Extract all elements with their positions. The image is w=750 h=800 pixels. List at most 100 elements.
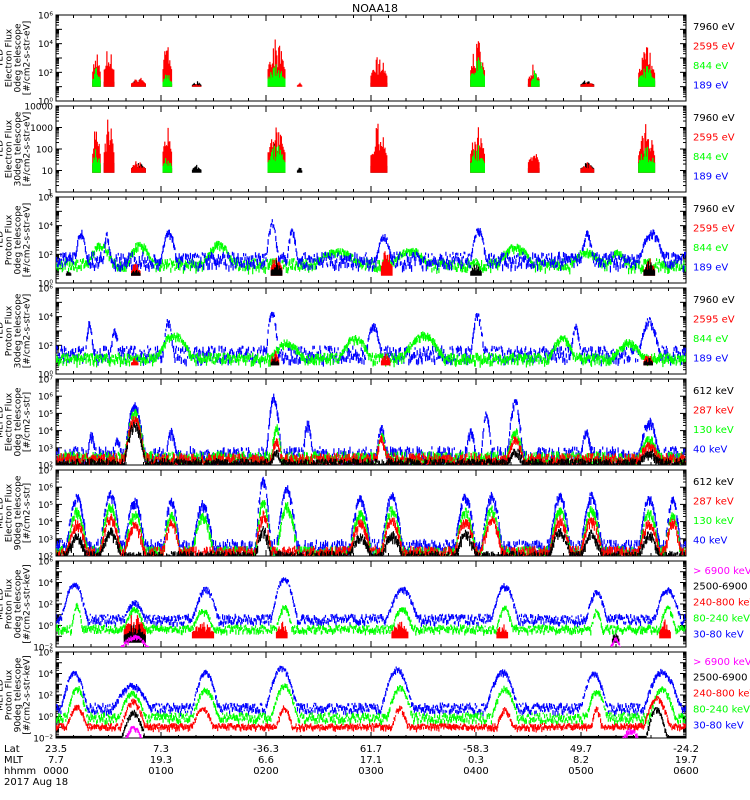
- series--6900-kev: [56, 634, 686, 647]
- y-tick-label: 10⁶: [38, 649, 53, 659]
- y-tick-label: 10²: [38, 553, 53, 563]
- y-tick-label: 1: [47, 189, 53, 199]
- series-trace: [56, 577, 686, 628]
- legend-entry: 2595 eV: [693, 314, 735, 325]
- footer-hhmm-value: 0000: [43, 766, 68, 777]
- series-30-80-kev: [56, 665, 686, 717]
- footer-lat-value: -24.2: [673, 744, 699, 755]
- series-7960-ev: [65, 260, 656, 276]
- y-tick-label: 10²: [38, 342, 53, 352]
- footer-hhmm-value: 0100: [148, 766, 173, 777]
- legend-entry: 40 keV: [693, 444, 727, 455]
- y-axis-label-line: Proton Flux: [5, 669, 15, 720]
- legend-entry: > 6900 keV: [693, 657, 750, 668]
- legend-entry: > 6900 keV: [693, 566, 750, 577]
- y-tick-label: 10⁰: [38, 98, 53, 108]
- series-844-ev: [56, 240, 686, 275]
- y-axis-label-line: [#/cm2-s-str-eV]: [23, 294, 33, 369]
- series-trace: [92, 145, 656, 173]
- legend-entry: 612 keV: [693, 386, 734, 397]
- series-trace: [56, 421, 686, 465]
- legend-entry: 844 eV: [693, 152, 728, 163]
- legend-entry: 189 eV: [693, 80, 728, 91]
- series-trace: [92, 57, 656, 87]
- footer-mlt-value: 0.3: [468, 755, 484, 766]
- y-axis-label-line: 0deg telescope: [14, 205, 24, 275]
- legend-entry: 7960 eV: [693, 22, 735, 33]
- series-7960-ev: [270, 357, 653, 366]
- footer-hhmm-value: 0600: [673, 766, 698, 777]
- series-612-kev: [56, 526, 686, 556]
- footer-lat-value: 7.3: [153, 744, 169, 755]
- legend-entry: 612 keV: [693, 477, 734, 488]
- data-layer: [92, 39, 656, 87]
- footer-mlt-value: 19.3: [150, 755, 172, 766]
- y-axis-label-line: MEPED: [0, 497, 6, 529]
- y-axis-label-line: TED: [0, 49, 6, 68]
- series-trace: [92, 39, 656, 87]
- footer-date: 2017 Aug 18: [4, 777, 68, 788]
- legend-entry: 2595 eV: [693, 132, 735, 143]
- footer-mlt-value: 7.7: [48, 755, 64, 766]
- y-tick-label: 10⁶: [38, 285, 53, 295]
- y-axis-label-line: TED: [0, 231, 6, 250]
- y-axis-label-line: 0deg telescope: [14, 569, 24, 639]
- footer-lat-value: -58.3: [463, 744, 489, 755]
- footer-mlt-value: 17.1: [360, 755, 382, 766]
- y-axis-label-line: Proton Flux: [5, 305, 15, 356]
- legend-entry: 240-800 keV: [693, 598, 750, 609]
- y-axis-label-line: [#/cm2-s-str-keV]: [23, 655, 33, 734]
- series-844-ev: [92, 57, 656, 87]
- data-layer: [56, 219, 686, 276]
- legend-entry: 844 eV: [693, 61, 728, 72]
- y-axis-label-line: MEPED: [0, 406, 6, 438]
- y-tick-label: 10²: [38, 462, 53, 472]
- series-trace: [56, 510, 686, 556]
- y-tick-label: 10⁴: [38, 670, 53, 680]
- legend-entry: 7960 eV: [693, 113, 735, 124]
- y-axis-label-line: 90deg telescope: [14, 475, 24, 550]
- y-tick-label: 10⁻²: [33, 644, 53, 654]
- y-axis-label-line: 0deg telescope: [14, 387, 24, 457]
- y-axis-label: TEDElectron Flux30deg telescope[#/cm2-s-…: [0, 111, 33, 186]
- y-axis-label-line: Electron Flux: [5, 483, 15, 542]
- footer-row-label: hhmm: [4, 766, 36, 777]
- panel-8: 10⁻² 10⁰ 10² 10⁴ 10⁶ MEPEDProton Flux90deg te…: [0, 649, 750, 745]
- y-tick-label: 10⁴: [38, 313, 53, 323]
- legend-entry: 7960 eV: [693, 295, 735, 306]
- y-axis-label: MEPEDElectron Flux90deg telescope[#/cm2-…: [0, 475, 33, 550]
- y-tick-label: 10²: [38, 692, 53, 702]
- legend-entry: 240-800 keV: [693, 689, 750, 700]
- y-tick-label: 10⁰: [38, 371, 53, 381]
- series-trace: [92, 119, 656, 173]
- y-tick-label: 10⁶: [38, 194, 53, 204]
- y-tick-label: 10²: [38, 69, 53, 79]
- y-tick-label: 10⁰: [38, 713, 53, 723]
- y-axis-label-line: 30deg telescope: [14, 293, 24, 368]
- plot-frame: [55, 14, 687, 102]
- footer-mlt-value: 6.6: [258, 755, 274, 766]
- figure-title: NOAA18: [352, 2, 398, 15]
- data-layer: [56, 476, 686, 556]
- legend-entry: 287 keV: [693, 405, 734, 416]
- y-tick-label: 10: [42, 167, 54, 177]
- footer-lat-value: 49.7: [570, 744, 592, 755]
- y-tick-label: 10⁶: [38, 484, 53, 494]
- y-axis-label: TEDProton Flux0deg telescope[#/cm2-s-str…: [0, 203, 33, 278]
- panel-5: 10² 10³ 10⁴ 10⁵ 10⁶ 10⁷ MEPEDElectron Flux0deg…: [0, 376, 734, 472]
- footer-hhmm-value: 0500: [568, 766, 593, 777]
- footer-row-label: MLT: [4, 755, 24, 766]
- y-tick-label: 100: [36, 146, 53, 156]
- y-tick-label: 10⁴: [38, 222, 53, 232]
- footer-mlt-value: 8.2: [573, 755, 589, 766]
- panel-6: 10² 10³ 10⁴ 10⁵ 10⁶ 10⁷ MEPEDElectron Flux90de…: [0, 467, 734, 563]
- y-tick-label: 10²: [38, 251, 53, 261]
- y-tick-label: 10⁰: [38, 622, 53, 632]
- footer-lat-value: 23.5: [45, 744, 67, 755]
- y-tick-label: 10³: [38, 535, 53, 545]
- series-844-ev: [56, 331, 686, 368]
- y-tick-label: 10²: [38, 601, 53, 611]
- y-tick-label: 10⁵: [38, 501, 53, 511]
- series-240-800-kev: [56, 695, 686, 733]
